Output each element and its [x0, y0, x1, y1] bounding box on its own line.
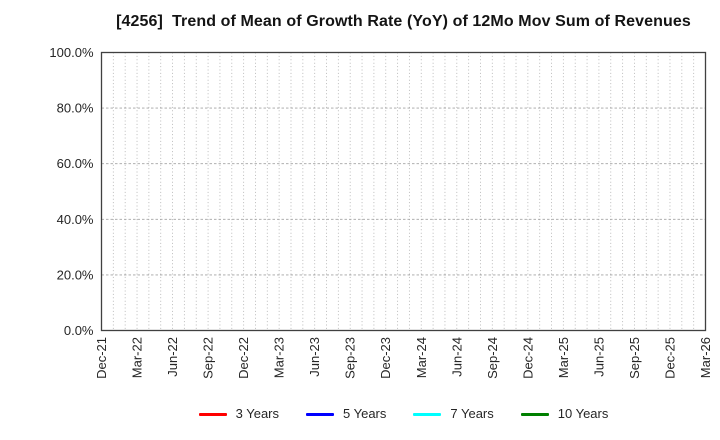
x-tick-label: Sep-23 [343, 337, 358, 379]
y-tick-label: 0.0% [64, 323, 94, 338]
y-tick-label: 20.0% [57, 267, 94, 282]
x-tick-label: Jun-22 [165, 337, 180, 377]
x-tick-label: Dec-22 [236, 337, 251, 379]
x-tick-label: Dec-25 [662, 337, 677, 379]
x-tick-label: Mar-26 [698, 337, 713, 378]
x-tick-label: Dec-23 [378, 337, 393, 379]
x-tick-label: Mar-23 [272, 337, 287, 378]
y-tick-label: 80.0% [57, 101, 94, 116]
y-tick-label: 60.0% [57, 156, 94, 171]
legend: 3 Years 5 Years 7 Years 10 Years [101, 407, 706, 421]
plot-frame [100, 51, 707, 332]
legend-line-swatch [306, 412, 334, 416]
legend-line-swatch [413, 412, 442, 416]
legend-label: 10 Years [557, 406, 609, 421]
x-tick-label: Sep-22 [201, 337, 216, 379]
x-tick-label: Dec-21 [94, 337, 109, 379]
y-tick-label: 40.0% [57, 212, 94, 227]
x-tick-label: Mar-22 [130, 337, 145, 378]
legend-line-swatch [198, 412, 227, 416]
y-tick-label: 100.0% [49, 45, 94, 60]
legend-label: 7 Years [450, 406, 494, 421]
legend-label: 3 Years [235, 406, 279, 421]
x-tick-label: Jun-23 [307, 337, 322, 377]
x-tick-label: Mar-24 [414, 337, 429, 378]
chart-title: [4256] Trend of Mean of Growth Rate (YoY… [116, 13, 691, 30]
legend-item-10-years: 10 Years [520, 406, 609, 421]
x-tick-label: Sep-25 [627, 337, 642, 379]
x-tick-label: Dec-24 [520, 337, 535, 379]
x-tick-label: Mar-25 [556, 337, 571, 378]
x-tick-label: Sep-24 [485, 337, 500, 379]
x-tick-label: Jun-25 [591, 337, 606, 377]
legend-line-swatch [520, 412, 549, 416]
x-tick-label: Jun-24 [449, 337, 464, 377]
legend-item-3-years: 3 Years [198, 406, 279, 421]
legend-item-7-years: 7 Years [413, 406, 494, 421]
legend-label: 5 Years [343, 406, 387, 421]
legend-item-5-years: 5 Years [306, 407, 386, 421]
